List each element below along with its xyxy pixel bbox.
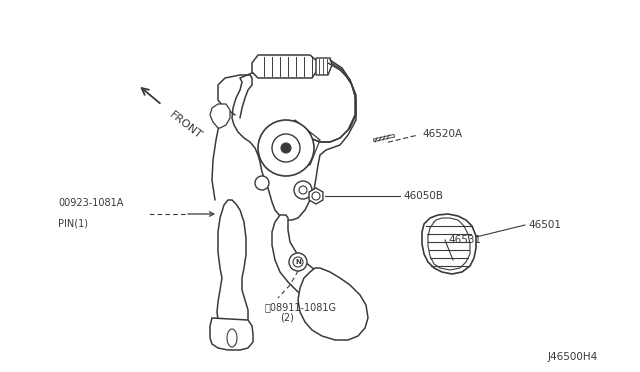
Polygon shape [210, 318, 253, 350]
Circle shape [255, 176, 269, 190]
Text: 46050B: 46050B [403, 191, 443, 201]
Circle shape [281, 143, 291, 153]
Polygon shape [210, 104, 230, 128]
Circle shape [299, 186, 307, 194]
Polygon shape [217, 200, 248, 328]
Text: ⓝ08911-1081G: ⓝ08911-1081G [265, 302, 337, 312]
Circle shape [289, 253, 307, 271]
Text: PIN(1): PIN(1) [58, 219, 88, 229]
Ellipse shape [227, 329, 237, 347]
Text: 00923-1081A: 00923-1081A [58, 198, 124, 208]
Polygon shape [422, 214, 476, 274]
Circle shape [312, 192, 320, 200]
Polygon shape [252, 55, 318, 78]
Text: J46500H4: J46500H4 [548, 352, 598, 362]
Circle shape [272, 134, 300, 162]
Text: 46501: 46501 [528, 220, 561, 230]
Circle shape [294, 181, 312, 199]
Text: 46531: 46531 [448, 235, 481, 245]
Polygon shape [298, 268, 368, 340]
Text: 46520A: 46520A [422, 129, 462, 139]
Polygon shape [316, 58, 332, 75]
Circle shape [293, 257, 303, 267]
Text: (2): (2) [280, 313, 294, 323]
Polygon shape [272, 215, 346, 308]
Polygon shape [232, 62, 356, 220]
Text: FRONT: FRONT [168, 110, 204, 141]
Circle shape [258, 120, 314, 176]
Polygon shape [309, 188, 323, 204]
Text: N: N [295, 259, 301, 265]
